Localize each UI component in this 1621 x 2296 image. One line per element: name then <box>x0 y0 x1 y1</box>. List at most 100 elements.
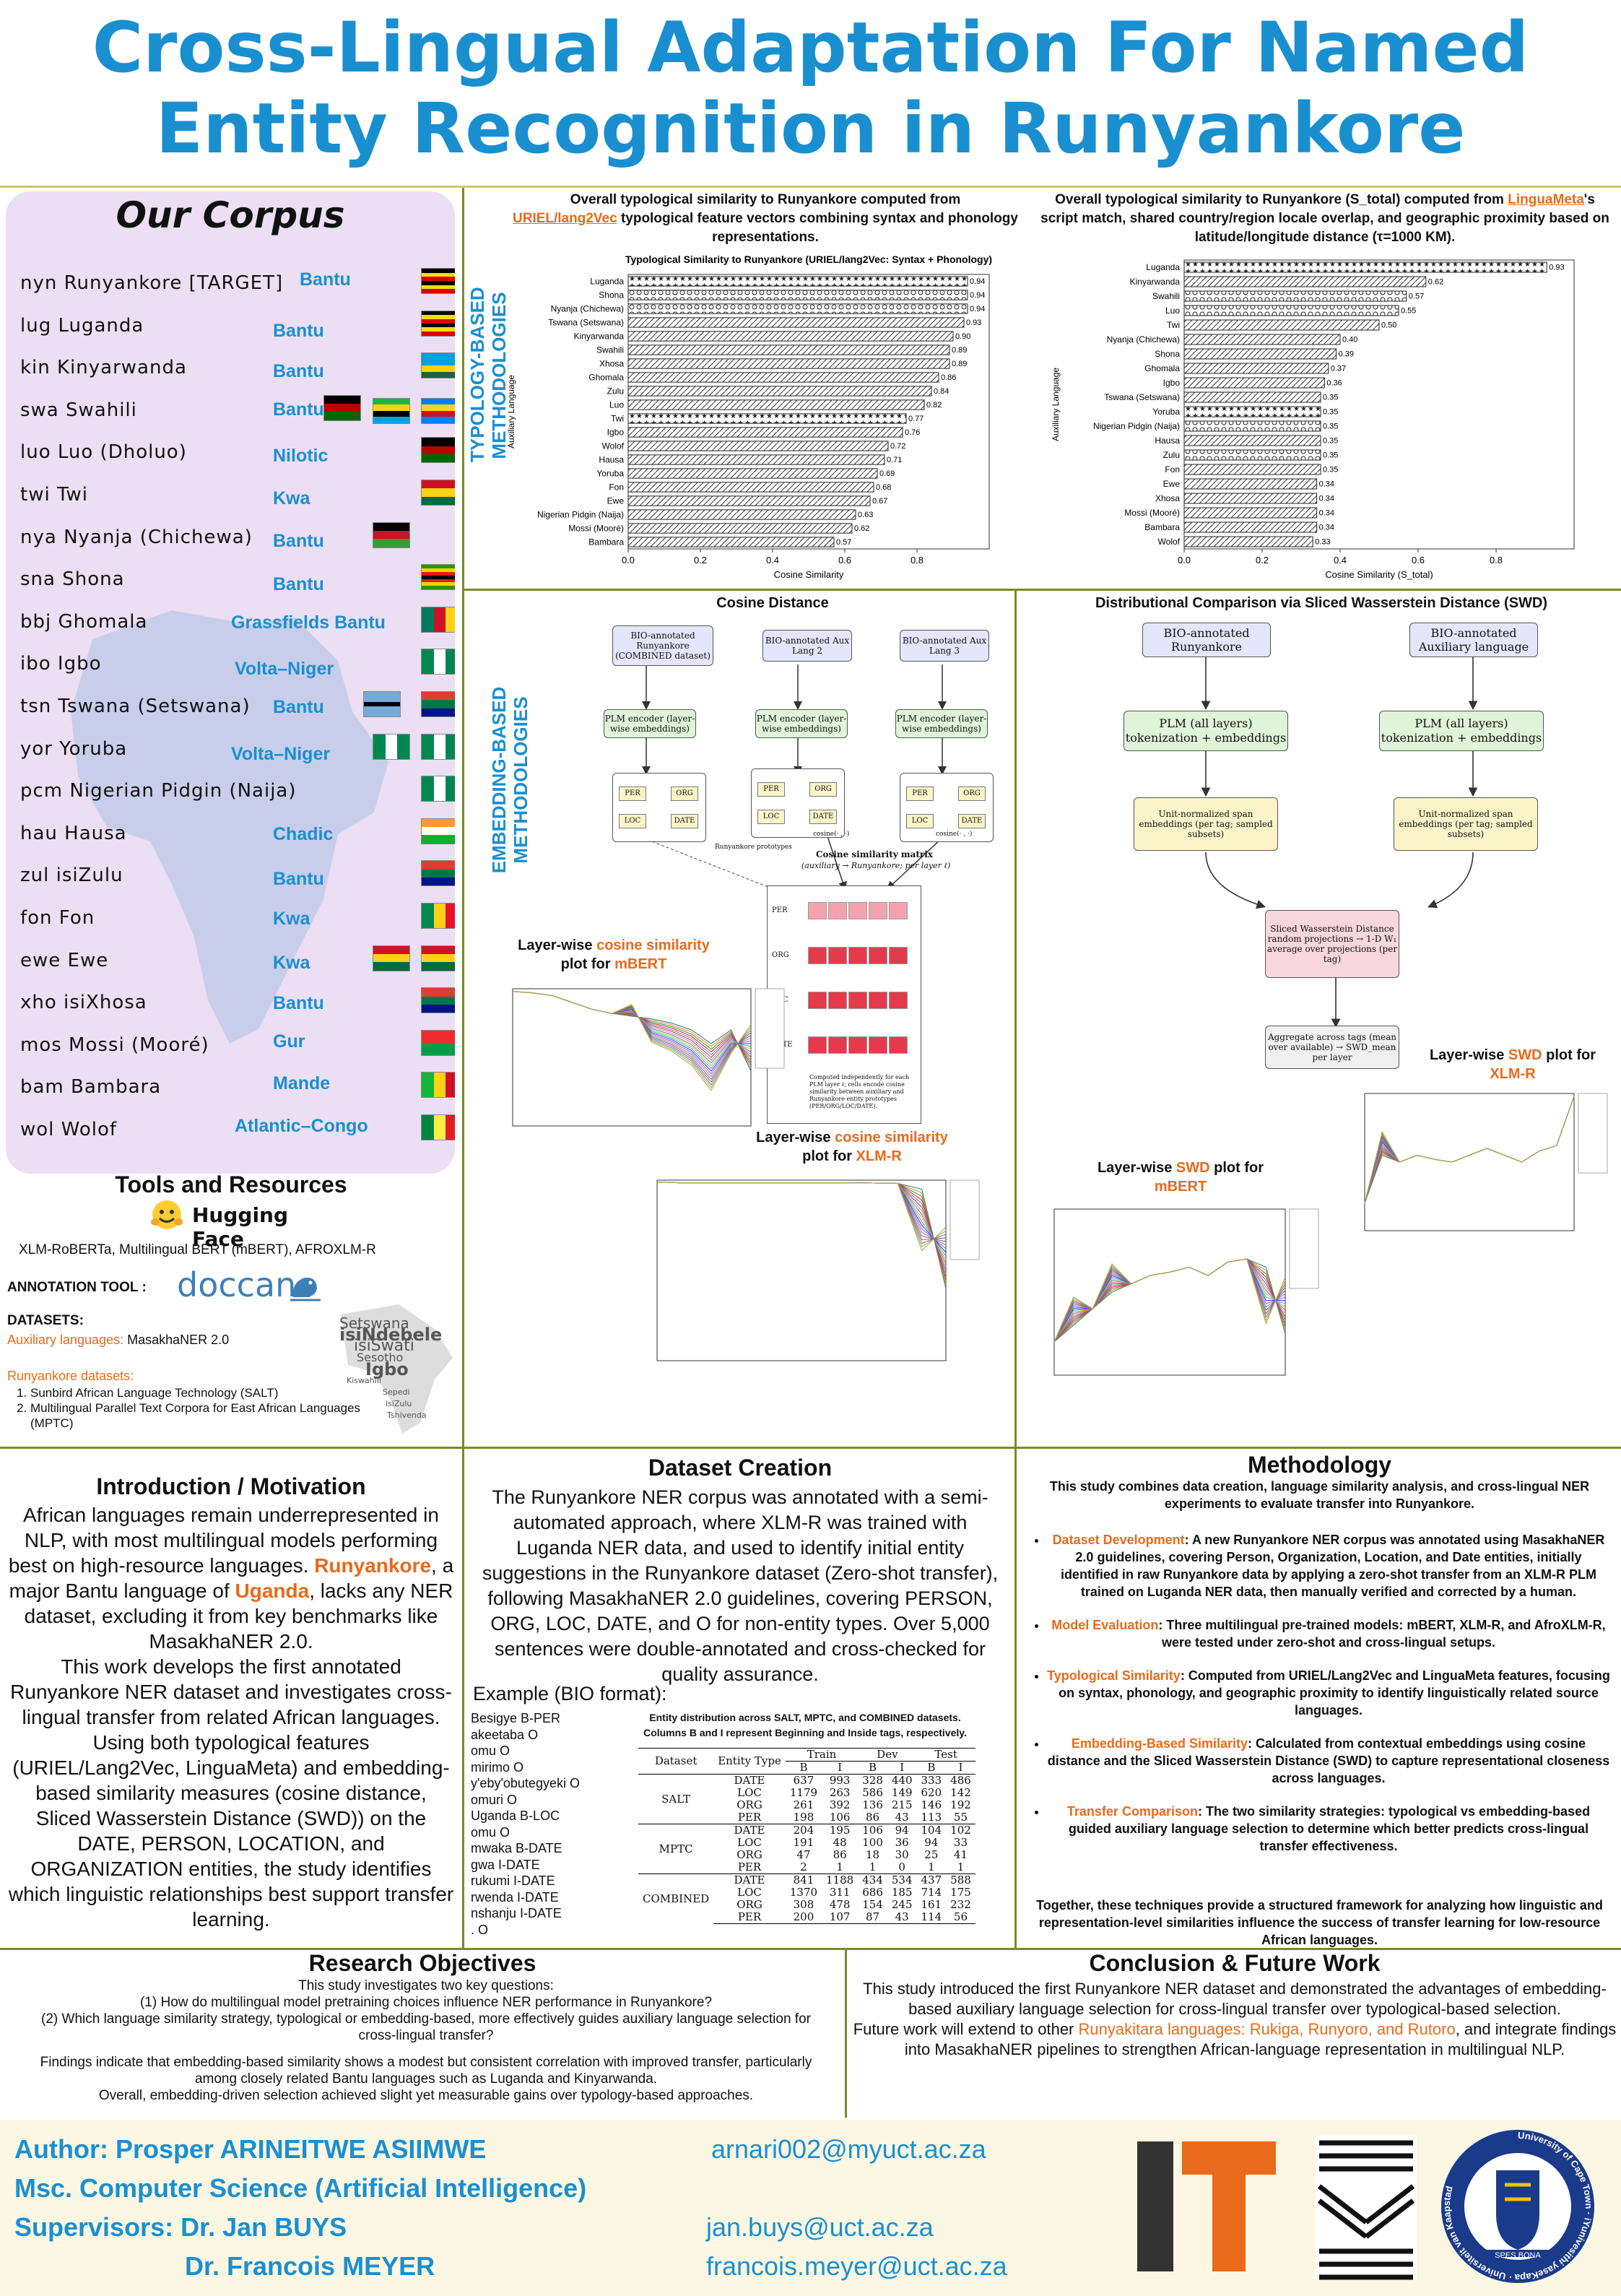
objectives-line: This study investigates two key question… <box>298 1978 554 1993</box>
bar <box>1183 319 1380 331</box>
matrix-row: LOC <box>772 992 916 1010</box>
entity-tag: ORG <box>671 787 698 801</box>
language-row: bbj Ghomala Grassfields Bantu <box>14 604 455 633</box>
table-value-cell: 43 <box>887 1911 917 1924</box>
caption-part: cosine similarity <box>835 1130 948 1145</box>
degree-line: Msc. Computer Science (Artificial Intell… <box>14 2173 587 2203</box>
intro-uganda: Uganda <box>235 1580 310 1602</box>
language-row: hau Hausa Chadic <box>14 815 455 844</box>
plm-encoder-node: PLM encoder (layer-wise embeddings) <box>604 709 696 738</box>
divider-dataset <box>1014 1447 1017 1949</box>
country-flag-icon <box>421 818 455 844</box>
table-value-cell: 154 <box>862 1898 883 1911</box>
divider-objectives <box>0 1948 1621 1950</box>
dataset-body: The Runyankore NER corpus was annotated … <box>482 1486 999 1685</box>
table-entity-cell: PER <box>713 1911 786 1924</box>
table-caption: Entity distribution across SALT, MPTC, a… <box>599 1710 1011 1741</box>
country-flag-icon <box>421 1114 455 1140</box>
category-label: Bambara <box>1144 522 1180 532</box>
cosine-label-left: cosine(· , ·) <box>813 831 850 838</box>
table-value-cell: 1188 <box>822 1873 859 1886</box>
author-email[interactable]: arnari002@myuct.ac.za <box>711 2134 986 2164</box>
country-flag-icon <box>421 352 455 379</box>
table-value-cell: 36 <box>895 1836 909 1849</box>
matrix-cell <box>808 902 827 919</box>
matrix-cell <box>869 947 887 964</box>
methodology-item: Dataset Development: A new Runyankore NE… <box>1047 1531 1610 1600</box>
bar <box>627 413 907 424</box>
bar-value-label: 0.35 <box>1323 423 1338 431</box>
table-value-cell: 686 <box>862 1886 883 1899</box>
intro-body: African languages remain underrepresente… <box>7 1502 455 1932</box>
category-label: Tswana (Setswana) <box>1104 392 1180 402</box>
cos-xlmr-caption: Layer-wise cosine similarity plot for XL… <box>744 1128 960 1166</box>
matrix-cell <box>828 902 847 919</box>
plot-legend <box>1289 1208 1319 1289</box>
matrix-cell <box>808 1036 827 1054</box>
category-label: Xhosa <box>1155 493 1180 503</box>
bar-value-label: 0.94 <box>970 277 985 286</box>
objectives-line: Findings indicate that embedding-based s… <box>40 2055 812 2087</box>
uriel-link[interactable]: URIEL/lang2Vec <box>513 211 617 226</box>
runyankore-dataset-item: Multilingual Parallel Text Corpora for E… <box>30 1400 370 1431</box>
methodology-item: Model Evaluation: Three multilingual pre… <box>1047 1616 1610 1651</box>
runyankore-datasets-list: Sunbird African Language Technology (SAL… <box>30 1385 370 1431</box>
country-flag-icon <box>421 649 455 675</box>
category-label: Mossi (Mooré) <box>1124 508 1180 518</box>
matrix-row: DATE <box>772 1036 916 1055</box>
layer-series-line <box>1364 1096 1575 1204</box>
methodology-list: Dataset Development: A new Runyankore NE… <box>1047 1531 1610 1871</box>
table-header: Dev <box>858 1748 917 1762</box>
bio-line: Besigye B-PER <box>471 1711 561 1725</box>
category-label: Swahili <box>596 345 624 355</box>
caption-part: SWD <box>1175 1160 1210 1176</box>
methodology-item: Typological Similarity: Computed from UR… <box>1047 1667 1610 1719</box>
plot-legend <box>949 1179 980 1260</box>
table-value-cell: 86 <box>866 1811 880 1824</box>
swd-plm-node: PLM (all layers) tokenization + embeddin… <box>1124 711 1288 751</box>
methodology-item: Transfer Comparison: The two similarity … <box>1047 1803 1610 1855</box>
it-logo-stem <box>1212 2175 1246 2271</box>
bar <box>1183 521 1318 533</box>
table-row: ORG 261 392 136 215 146 192 <box>638 1799 975 1811</box>
methodology-intro: This study combines data creation, langu… <box>1049 1479 1590 1511</box>
bar <box>627 537 835 547</box>
bar <box>1183 377 1325 389</box>
language-family: Volta–Niger <box>231 743 331 764</box>
table-value-cell: 261 <box>793 1798 814 1811</box>
table-header: Train <box>785 1748 859 1762</box>
language-row: bam Bambara Mande <box>14 1069 455 1099</box>
linguameta-link[interactable]: LinguaMeta <box>1508 192 1584 207</box>
plot-frame <box>1053 1208 1286 1376</box>
conclusion-runyakitara: Runyakitara languages: Rukiga, Runyoro, … <box>1078 2020 1456 2038</box>
supervisor2-email[interactable]: francois.meyer@uct.ac.za <box>706 2251 1007 2281</box>
x-tick-label: 0.8 <box>911 555 924 566</box>
chart-title: Typological Similarity to Runyankore (UR… <box>625 254 992 265</box>
caption-text: 's script match, shared country/region l… <box>1040 192 1609 245</box>
conclusion-body: This study introduced the first Runyanko… <box>852 1979 1617 2060</box>
country-flag-icon <box>421 437 455 464</box>
bar-value-label: 0.57 <box>836 538 851 547</box>
table-caption-1: Entity distribution across SALT, MPTC, a… <box>649 1712 961 1723</box>
objectives-line: (2) Which language similarity strategy, … <box>41 2011 811 2043</box>
swd-mbert-caption: Layer-wise SWD plot for mBERT <box>1083 1158 1278 1196</box>
table-value-cell: 215 <box>891 1798 913 1811</box>
title-divider <box>0 186 1621 188</box>
cloud-word: Tshivenda <box>387 1411 427 1420</box>
bar-value-label: 0.71 <box>887 456 902 464</box>
methodology-item-text: : The two similarity strategies: typolog… <box>1068 1804 1591 1853</box>
table-value-cell: 161 <box>921 1898 942 1911</box>
bar-value-label: 0.34 <box>1319 524 1334 532</box>
table-entity-cell: LOC <box>737 1836 762 1849</box>
intro-text: , a major Bantu language of <box>9 1554 454 1602</box>
table-subheader: B <box>916 1761 947 1775</box>
language-row: nya Nyanja (Chichewa) Bantu <box>14 519 448 551</box>
runyankore-datasets-label: Runyankore datasets: <box>7 1369 134 1383</box>
africa-cloud-shape <box>341 1304 453 1434</box>
supervisor1-email[interactable]: jan.buys@uct.ac.za <box>706 2212 934 2242</box>
table-value-cell: 0 <box>898 1860 905 1873</box>
uct-motto: SPES BONA <box>1495 2251 1541 2260</box>
bar <box>1183 334 1341 345</box>
caption-part: mBERT <box>1154 1179 1207 1195</box>
table-value-cell: 1 <box>928 1860 935 1873</box>
